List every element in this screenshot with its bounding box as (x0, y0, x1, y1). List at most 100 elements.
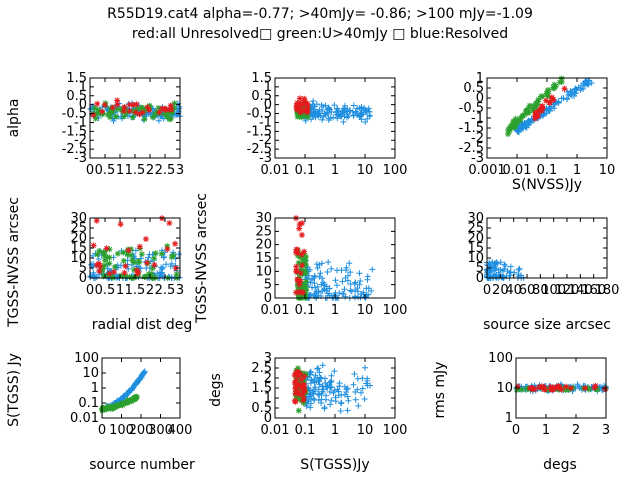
all-unresolved-point (563, 383, 570, 390)
x-tick-label: 1 (331, 163, 339, 178)
all-unresolved-point (295, 391, 302, 398)
y-tick-label: 3 (264, 351, 272, 366)
unresolved-gt40-point (115, 402, 122, 409)
resolved-point (336, 380, 343, 387)
y-tick-label: -2 (74, 133, 87, 148)
x-tick-label: 1 (331, 303, 339, 318)
unresolved-gt40-point (138, 251, 145, 258)
y-tick-label: 10 (255, 264, 272, 279)
x-tick-label: 0 (483, 283, 491, 298)
resolved-point (334, 105, 341, 112)
y-tick-label: 1.5 (66, 71, 87, 86)
x-tick-label: 3 (602, 423, 610, 438)
resolved-point (328, 378, 335, 385)
resolved-point (574, 381, 581, 388)
all-unresolved-point (300, 107, 307, 114)
y-axis-label: degs (208, 373, 224, 407)
y-tick-label: 30 (70, 211, 87, 226)
y-tick-label: 0 (476, 91, 484, 106)
unresolved-gt40-point (107, 109, 114, 116)
all-unresolved-point (172, 265, 179, 272)
unresolved-gt40-point (506, 128, 513, 135)
x-tick-label: 10 (599, 163, 616, 178)
resolved-point (354, 375, 361, 382)
all-unresolved-point (301, 385, 308, 392)
unresolved-gt40-point (101, 262, 108, 269)
y-tick-label: -3 (259, 151, 272, 166)
resolved-point (345, 113, 352, 120)
unresolved-gt40-point (532, 100, 539, 107)
resolved-point (312, 388, 319, 395)
y-tick-label: -2.5 (459, 141, 484, 156)
y-tick-label: 0.5 (463, 81, 484, 96)
resolved-point (146, 251, 153, 258)
y-tick-label: 0.5 (251, 401, 272, 416)
all-unresolved-point (94, 100, 101, 107)
all-unresolved-point (162, 107, 169, 114)
y-tick-label: -3 (74, 151, 87, 166)
all-unresolved-point (298, 376, 305, 383)
resolved-point (346, 260, 353, 267)
all-unresolved-point (297, 370, 304, 377)
resolved-point (110, 118, 117, 125)
unresolved-gt40-point (303, 284, 310, 291)
y-tick-label: 0 (264, 98, 272, 113)
all-unresolved-point (582, 385, 589, 392)
all-unresolved-point (300, 289, 307, 296)
x-tick-label: 1 (542, 423, 550, 438)
all-unresolved-point (132, 109, 139, 116)
unresolved-gt40-point (120, 257, 127, 264)
resolved-point (565, 92, 572, 99)
resolved-point (322, 375, 329, 382)
unresolved-gt40-point (302, 257, 309, 264)
all-unresolved-point (133, 101, 140, 108)
resolved-point (492, 260, 499, 267)
x-tick-label: 0.01 (261, 423, 290, 438)
y-tick-label: -1.5 (247, 124, 272, 139)
resolved-point (581, 82, 588, 89)
y-tick-label: 5 (79, 261, 87, 276)
x-tick-label: 3 (176, 163, 184, 178)
all-unresolved-point (294, 105, 301, 112)
x-tick-label: 2 (146, 283, 154, 298)
y-tick-label: -1.5 (62, 124, 87, 139)
all-unresolved-point (567, 385, 574, 392)
resolved-point (318, 260, 325, 267)
x-tick-label: 300 (148, 423, 173, 438)
resolved-point (348, 288, 355, 295)
all-unresolved-point (527, 385, 534, 392)
x-tick-label: 0.1 (295, 303, 316, 318)
all-unresolved-point (142, 236, 149, 243)
x-axis-label: degs (543, 457, 577, 473)
resolved-point (358, 116, 365, 123)
unresolved-gt40-point (302, 291, 309, 298)
unresolved-gt40-point (106, 246, 113, 253)
all-unresolved-point (156, 109, 163, 116)
y-tick-label: 1 (476, 71, 484, 86)
all-unresolved-point (139, 109, 146, 116)
unresolved-gt40-point (121, 113, 128, 120)
all-unresolved-point (301, 95, 308, 102)
unresolved-gt40-point (155, 104, 162, 111)
unresolved-gt40-point (297, 253, 304, 260)
unresolved-gt40-point (141, 116, 148, 123)
unresolved-gt40-point (515, 386, 522, 393)
resolved-point (344, 393, 351, 400)
resolved-point (326, 382, 333, 389)
resolved-point (343, 388, 350, 395)
resolved-point (335, 112, 342, 119)
all-unresolved-point (121, 269, 128, 276)
resolved-point (324, 269, 331, 276)
resolved-point (326, 379, 333, 386)
unresolved-gt40-point (300, 400, 307, 407)
resolved-point (323, 109, 330, 116)
unresolved-gt40-point (513, 386, 520, 393)
unresolved-gt40-point (161, 111, 168, 118)
all-unresolved-point (514, 383, 521, 390)
resolved-point (347, 107, 354, 114)
all-unresolved-point (144, 104, 151, 111)
